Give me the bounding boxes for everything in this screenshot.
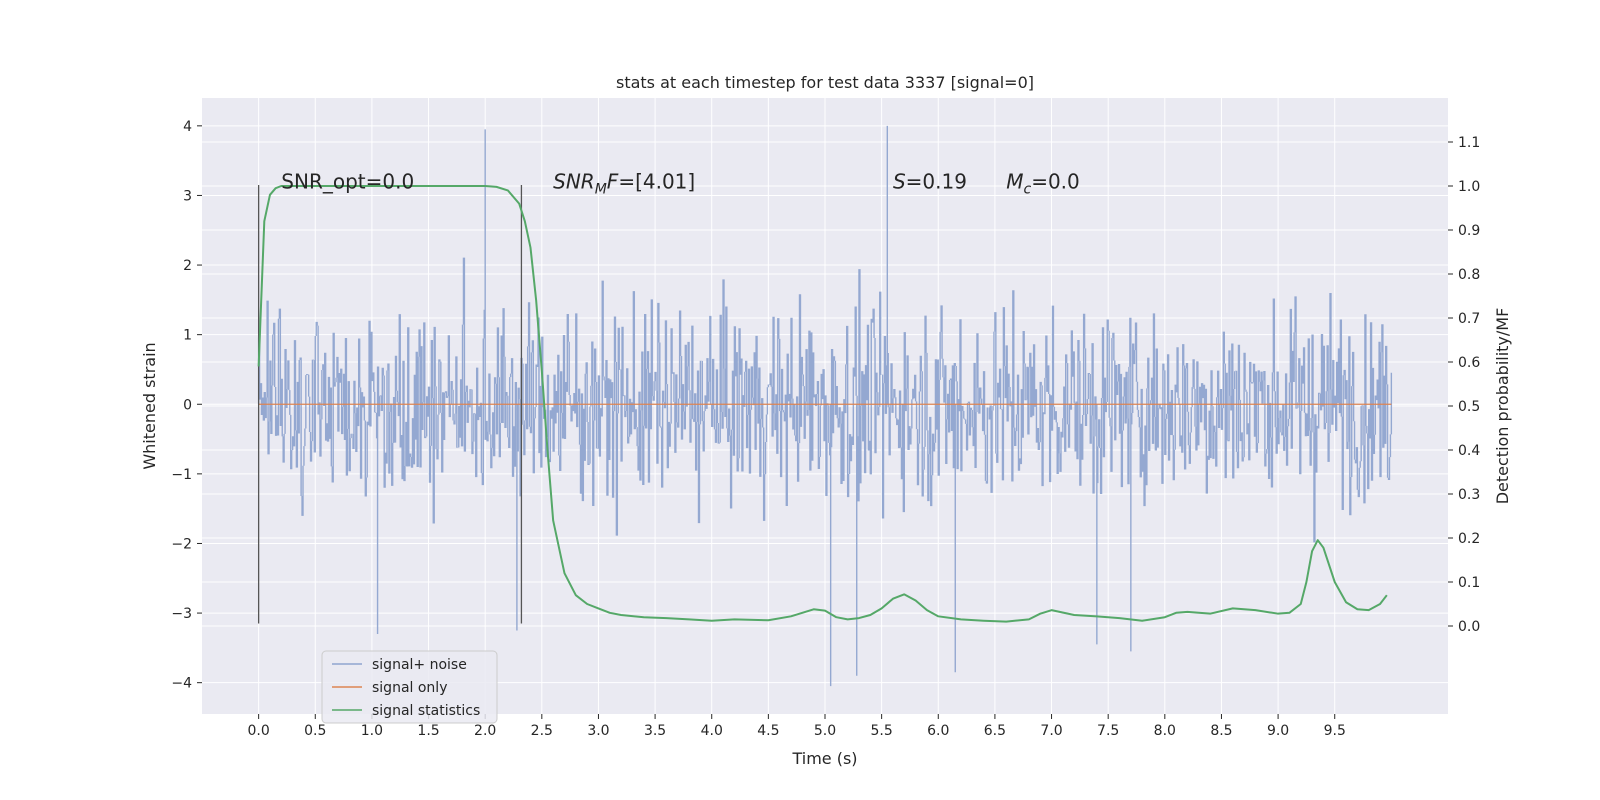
y-left-tick-label: −3 [171, 606, 192, 622]
y-left-tick-label: −4 [171, 676, 192, 692]
y-left-tick-label: 0 [183, 397, 192, 413]
x-axis-ticks: 0.0 0.5 1.0 1.5 2.0 2.5 3.0 3.5 4.0 4.5 5.0 5.5 6.0 6… [248, 714, 1346, 739]
x-tick-label: 9.0 [1267, 723, 1289, 739]
legend-box [321, 650, 498, 724]
x-tick-label: 2.5 [531, 723, 553, 739]
x-tick-label: 7.0 [1040, 723, 1062, 739]
y-right-tick-label: 0.3 [1458, 487, 1480, 503]
y-left-tick-label: 3 [183, 188, 192, 204]
y-right-tick-label: 0.6 [1458, 355, 1480, 371]
x-tick-label: 4.0 [701, 723, 723, 739]
x-tick-label: 6.5 [984, 723, 1006, 739]
y-right-tick-label: 1.1 [1458, 135, 1480, 151]
x-tick-label: 5.0 [814, 723, 836, 739]
annotation-s: S=0.19 [893, 169, 967, 193]
y-right-tick-label: 0.1 [1458, 575, 1480, 591]
x-tick-label: 5.5 [871, 723, 893, 739]
y-right-tick-label: 0.8 [1458, 267, 1480, 283]
x-tick-label: 3.0 [587, 723, 609, 739]
x-tick-label: 4.5 [757, 723, 779, 739]
x-tick-label: 8.5 [1210, 723, 1232, 739]
y-left-axis-ticks: −4 −3 −2 −1 0 1 2 3 4 [171, 119, 202, 692]
y-left-tick-label: −2 [171, 536, 192, 552]
annotation-snr-mf: SNRMF=[4.01] [553, 169, 695, 197]
legend-label-signal-only: signal only [372, 680, 447, 696]
legend-label-signal-noise: signal+ noise [372, 657, 467, 673]
x-tick-label: 0.0 [248, 723, 270, 739]
y-right-tick-label: 0.0 [1458, 619, 1480, 635]
y-right-tick-label: 0.9 [1458, 223, 1480, 239]
marker-lines [257, 185, 523, 624]
series-signal-statistics [257, 185, 1388, 623]
x-axis-label: Time (s) [791, 749, 857, 768]
y-right-tick-label: 0.2 [1458, 531, 1480, 547]
x-tick-label: 2.0 [474, 723, 496, 739]
x-tick-label: 7.5 [1097, 723, 1119, 739]
x-tick-label: 1.5 [417, 723, 439, 739]
annotations: SNR_opt=0.0 SNRMF=[4.01] S=0.19 Mc=0.0 [281, 169, 1079, 197]
x-tick-label: 9.5 [1324, 723, 1346, 739]
x-tick-label: 0.5 [304, 723, 326, 739]
x-tick-label: 6.0 [927, 723, 949, 739]
y-right-axis-ticks: 0.0 0.1 0.2 0.3 0.4 0.5 0.6 0.7 0.8 0.9 1.0 1.1 [1448, 135, 1480, 635]
legend: signal+ noise signal only signal statist… [321, 650, 498, 724]
y-left-tick-label: 2 [183, 258, 192, 274]
annotation-snr-opt: SNR_opt=0.0 [281, 169, 414, 193]
x-tick-label: 1.0 [361, 723, 383, 739]
x-tick-label: 8.0 [1154, 723, 1176, 739]
y-left-tick-label: −1 [171, 467, 192, 483]
y-left-tick-label: 4 [183, 119, 192, 135]
y-right-tick-label: 0.4 [1458, 443, 1480, 459]
y-right-tick-label: 0.7 [1458, 311, 1480, 327]
y-right-tick-label: 1.0 [1458, 179, 1480, 195]
y-right-axis-label: Detection probability/MF [1493, 308, 1512, 505]
y-left-tick-label: 1 [183, 328, 192, 344]
legend-label-signal-statistics: signal statistics [372, 703, 480, 719]
annotation-mc: Mc=0.0 [1006, 169, 1080, 197]
chart-title: stats at each timestep for test data 333… [616, 73, 1034, 92]
signal-statistics-line [257, 185, 1388, 623]
y-left-axis-label: Whitened strain [140, 342, 159, 469]
y-right-tick-label: 0.5 [1458, 399, 1480, 415]
plot-area [257, 125, 1393, 687]
x-tick-label: 3.5 [644, 723, 666, 739]
